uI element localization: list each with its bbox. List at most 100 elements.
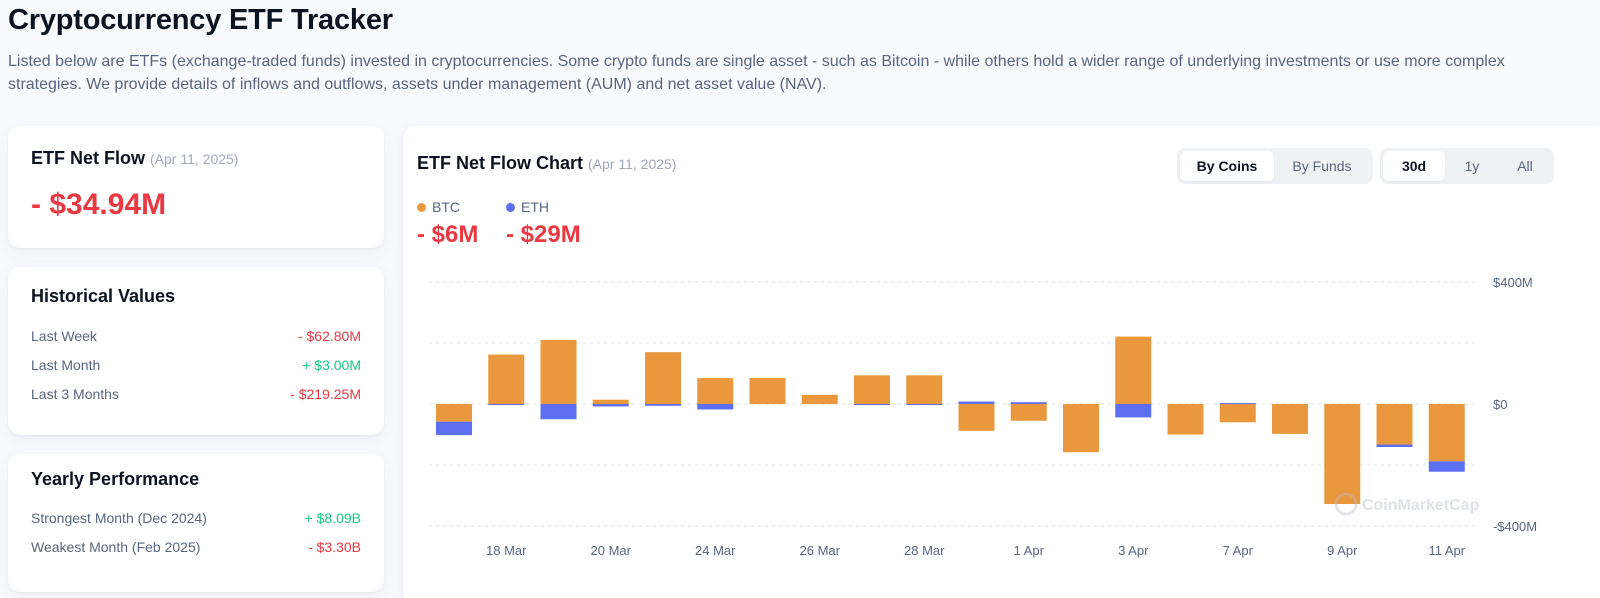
x-axis-tick-label: 9 Apr: [1327, 543, 1358, 558]
view-toggle: By Coins By Funds: [1177, 148, 1373, 184]
bar-btc: [592, 399, 629, 404]
yearly-row-label-text: Strongest Month: [31, 510, 134, 526]
bar-btc: [1219, 404, 1256, 423]
historical-row-value: + $3.00M: [302, 357, 361, 373]
x-axis-tick-label: 3 Apr: [1118, 543, 1149, 558]
bar-eth: [1115, 404, 1152, 418]
page-title: Cryptocurrency ETF Tracker: [8, 4, 393, 36]
legend-btc[interactable]: BTC: [417, 199, 460, 215]
historical-title: Historical Values: [31, 286, 176, 306]
coinmarketcap-watermark: CoinMarketCap: [1334, 492, 1480, 516]
bar-eth: [645, 404, 681, 406]
bar-btc: [1167, 404, 1204, 435]
chart-date: (Apr 11, 2025): [588, 156, 677, 172]
range-all-button[interactable]: All: [1517, 158, 1533, 174]
yearly-row-period: (Feb 2025): [131, 539, 201, 555]
bar-eth: [1010, 402, 1047, 404]
yearly-row-label: Weakest Month (Feb 2025): [31, 539, 200, 555]
range-1y-button[interactable]: 1y: [1464, 158, 1480, 174]
bar-eth: [1219, 403, 1256, 405]
y-axis-tick-label: -$400M: [1493, 519, 1537, 534]
bar-btc: [1272, 404, 1308, 434]
net-flow-value: - $34.94M: [31, 188, 167, 221]
etf-net-flow-chart: CoinMarketCap $400M $0 -$400M 18 Mar 20 Mar 2…: [429, 275, 1537, 558]
bar-eth: [540, 404, 577, 420]
yearly-performance-card: Yearly Performance Strongest Month (Dec …: [8, 454, 384, 592]
bar-btc: [906, 375, 943, 404]
bar-eth: [488, 404, 525, 405]
legend-eth-value: - $29M: [506, 221, 581, 248]
by-coins-button[interactable]: By Coins: [1180, 151, 1274, 181]
bar-btc: [1063, 404, 1099, 453]
x-axis-tick-label: 1 Apr: [1014, 543, 1045, 558]
yearly-row-strongest: Strongest Month (Dec 2024) + $8.09B: [31, 508, 361, 528]
bar-btc: [749, 378, 786, 404]
by-funds-button[interactable]: By Funds: [1292, 158, 1352, 174]
bar-eth: [1376, 444, 1413, 448]
range-toggle: 30d 1y All: [1380, 148, 1554, 184]
bar-btc: [1376, 404, 1413, 445]
bar-btc: [1115, 336, 1152, 404]
historical-values-card: Historical Values Last Week - $62.80M La…: [8, 267, 384, 435]
historical-row-label: Last 3 Months: [31, 386, 119, 402]
chart-title: ETF Net Flow Chart (Apr 11, 2025): [417, 153, 676, 174]
chart-title-text: ETF Net Flow Chart: [417, 153, 583, 173]
bar-btc: [854, 375, 890, 404]
historical-row-last-week: Last Week - $62.80M: [31, 326, 361, 346]
bar-btc: [436, 404, 472, 422]
historical-row-label: Last Week: [31, 328, 97, 344]
net-flow-title-text: ETF Net Flow: [31, 148, 145, 168]
x-axis-tick-label: 26 Mar: [800, 543, 841, 558]
bar-btc: [1010, 404, 1047, 421]
historical-row-last-3-months: Last 3 Months - $219.25M: [31, 384, 361, 404]
net-flow-title: ETF Net Flow (Apr 11, 2025): [31, 148, 238, 169]
btc-dot-icon: [417, 202, 426, 212]
x-axis-tick-label: 24 Mar: [695, 543, 736, 558]
bar-btc: [488, 354, 525, 404]
bar-btc: [697, 378, 734, 404]
yearly-row-label: Strongest Month (Dec 2024): [31, 510, 207, 526]
net-flow-date: (Apr 11, 2025): [150, 151, 239, 167]
bar-btc: [540, 339, 577, 404]
eth-dot-icon: [506, 202, 515, 212]
coinmarketcap-logo-icon: [1334, 492, 1358, 516]
bar-eth: [906, 404, 943, 405]
x-axis-tick-label: 28 Mar: [904, 543, 945, 558]
bar-btc: [1428, 404, 1465, 462]
bar-btc: [1324, 404, 1361, 505]
historical-row-last-month: Last Month + $3.00M: [31, 355, 361, 375]
bar-eth: [436, 421, 472, 436]
historical-row-label: Last Month: [31, 357, 101, 373]
legend-eth-label: ETH: [521, 199, 549, 215]
yearly-row-label-text: Weakest Month: [31, 539, 129, 555]
yearly-title: Yearly Performance: [31, 469, 200, 489]
bar-eth: [958, 401, 995, 404]
historical-row-value: - $62.80M: [297, 328, 361, 344]
page-description: Listed below are ETFs (exchange-traded f…: [8, 53, 1505, 93]
bar-btc: [645, 352, 681, 404]
bar-btc: [958, 404, 995, 431]
etf-net-flow-card: ETF Net Flow (Apr 11, 2025) - $34.94M: [8, 126, 384, 248]
bar-btc: [801, 394, 838, 404]
x-axis-tick-label: 7 Apr: [1223, 543, 1254, 558]
bar-eth: [1428, 461, 1465, 472]
historical-row-value: - $219.25M: [290, 386, 361, 402]
legend-btc-label: BTC: [432, 199, 460, 215]
x-axis-tick-label: 11 Apr: [1428, 543, 1465, 558]
bar-eth: [592, 404, 629, 407]
legend-btc-value: - $6M: [417, 221, 479, 248]
y-axis-tick-label: $0: [1493, 397, 1507, 412]
yearly-row-weakest: Weakest Month (Feb 2025) - $3.30B: [31, 537, 361, 557]
range-30d-button[interactable]: 30d: [1383, 151, 1445, 181]
x-axis-tick-label: 20 Mar: [591, 543, 632, 558]
yearly-row-value: + $8.09B: [304, 510, 361, 526]
legend-eth[interactable]: ETH: [506, 199, 549, 215]
watermark-text: CoinMarketCap: [1362, 497, 1480, 514]
y-axis-tick-label: $400M: [1493, 275, 1533, 290]
etf-net-flow-chart-card: ETF Net Flow Chart (Apr 11, 2025) By Coi…: [403, 126, 1600, 598]
yearly-row-period: (Dec 2024): [137, 510, 207, 526]
bar-eth: [697, 404, 734, 410]
x-axis-tick-label: 18 Mar: [486, 543, 527, 558]
bar-eth: [854, 404, 890, 405]
yearly-row-value: - $3.30B: [308, 539, 361, 555]
